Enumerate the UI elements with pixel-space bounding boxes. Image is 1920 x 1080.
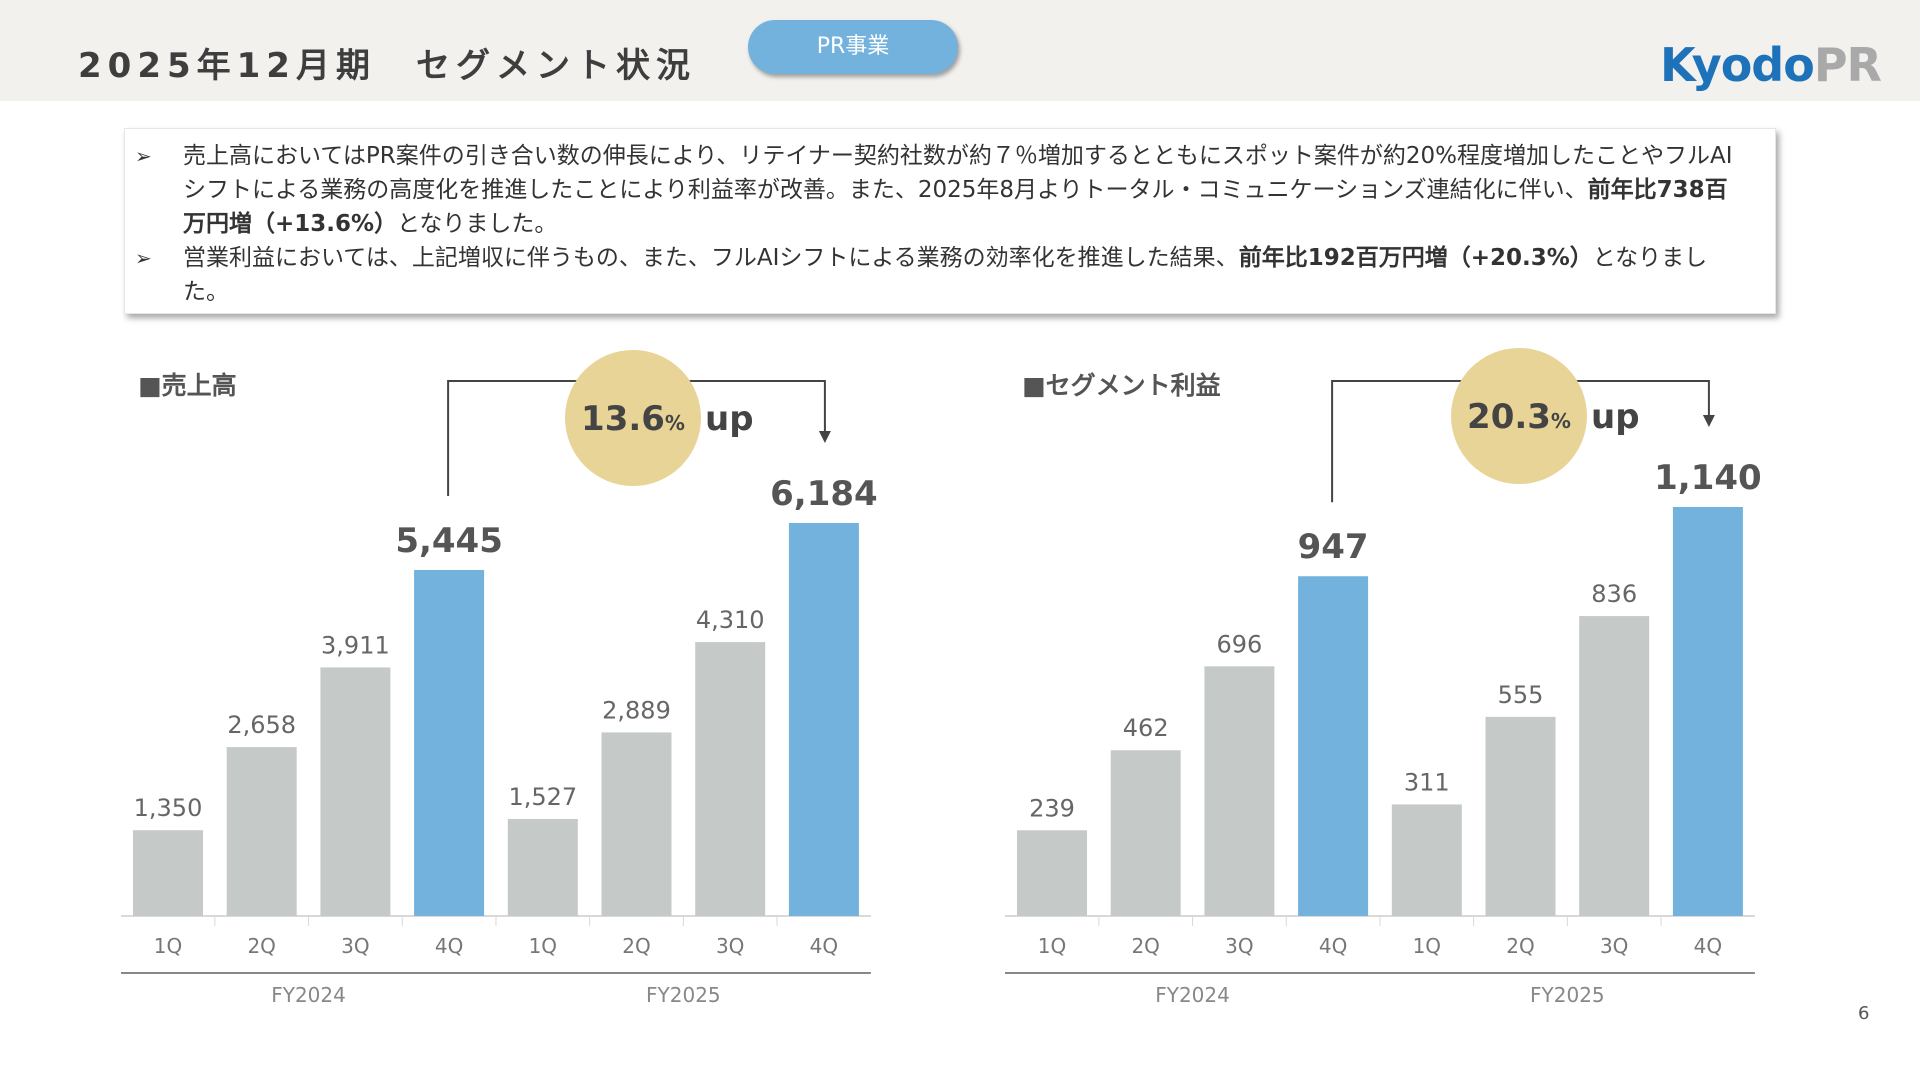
growth-rate-value: 20.3 (1467, 397, 1551, 437)
x-tick-label: 3Q (1225, 934, 1253, 958)
bar-2q-fy2024 (1110, 750, 1181, 916)
bar-value-label: 6,184 (770, 474, 878, 514)
growth-rate-label: 13.6% (581, 399, 685, 439)
growth-up-label: up (1591, 397, 1640, 437)
bar-1q-fy2024 (1017, 830, 1087, 916)
bar-4q-fy2024 (414, 569, 485, 916)
bullet-arrow-icon: ➢ (135, 246, 152, 270)
bar-value-label: 239 (1029, 794, 1075, 822)
bar-1q-fy2025 (507, 818, 578, 916)
group-label-fy2025: FY2025 (646, 983, 721, 1007)
logo-kyodo-text: Kyodo (1660, 38, 1815, 92)
growth-arrow-icon (818, 431, 831, 443)
bar-value-label: 5,445 (395, 521, 503, 561)
bar-value-label: 1,350 (134, 794, 203, 822)
growth-rate-unit: % (665, 411, 685, 435)
x-tick-label: 2Q (622, 934, 650, 958)
bar-4q-fy2024 (1298, 576, 1369, 916)
x-tick-label: 3Q (716, 934, 744, 958)
bullet2-text: 営業利益においては、上記増収に伴うもの、また、フルAIシフトによる業務の効率化を… (183, 245, 1239, 271)
page-title: 2025年12月期 セグメント状況 (78, 46, 696, 86)
page-number: 6 (1858, 1003, 1870, 1024)
growth-up-label: up (705, 399, 754, 439)
bar-value-label: 947 (1298, 527, 1369, 567)
bar-4q-fy2025 (788, 523, 859, 916)
x-tick-label: 4Q (1694, 934, 1722, 958)
bar-value-label: 1,140 (1654, 458, 1762, 498)
segment-pill: PR事業 (748, 20, 958, 74)
bar-value-label: 555 (1498, 681, 1544, 709)
bar-2q-fy2025 (601, 732, 672, 916)
bar-2q-fy2025 (1485, 716, 1556, 916)
growth-rate-value: 13.6 (581, 399, 665, 439)
x-tick-label: 1Q (1413, 934, 1441, 958)
bar-3q-fy2024 (1204, 666, 1275, 916)
bar-3q-fy2025 (1579, 616, 1650, 916)
growth-arrow-icon (1702, 415, 1715, 427)
bar-1q-fy2024 (133, 830, 203, 916)
bar-value-label: 3,911 (321, 631, 390, 659)
profit-chart-title: ■セグメント利益 (1022, 371, 1221, 400)
x-tick-label: 3Q (1600, 934, 1628, 958)
bar-value-label: 4,310 (696, 606, 765, 634)
x-tick-label: 4Q (1319, 934, 1347, 958)
bullet1-text: 売上高においてはPR案件の引き合い数の伸長により、リテイナー契約社数が約７％増加… (183, 143, 1733, 203)
x-tick-label: 3Q (341, 934, 369, 958)
bullet-arrow-icon: ➢ (135, 144, 152, 168)
growth-rate-label: 20.3% (1467, 397, 1571, 437)
x-tick-label: 2Q (1506, 934, 1534, 958)
bar-4q-fy2025 (1672, 507, 1743, 916)
group-label-fy2025: FY2025 (1530, 983, 1605, 1007)
sales-chart-title: ■売上高 (138, 371, 237, 400)
bar-value-label: 2,889 (602, 696, 671, 724)
bullet1-bold-text: 前年比738百万円増（+13.6%） (183, 177, 1728, 237)
bar-value-label: 696 (1216, 630, 1262, 658)
x-tick-label: 2Q (247, 934, 275, 958)
group-label-fy2024: FY2024 (1155, 983, 1230, 1007)
bar-3q-fy2024 (320, 667, 391, 916)
bullet2-end-text: となりました。 (183, 245, 1708, 305)
x-tick-label: 1Q (529, 934, 557, 958)
bar-value-label: 2,658 (227, 711, 296, 739)
bullet2-bold-text: 前年比192百万円増（+20.3%） (1238, 245, 1593, 271)
x-tick-label: 4Q (810, 934, 838, 958)
header-bar (0, 0, 1920, 101)
growth-circle (1451, 348, 1587, 484)
growth-rate-unit: % (1551, 409, 1571, 433)
bar-2q-fy2024 (226, 747, 297, 916)
bar-value-label: 462 (1123, 714, 1169, 742)
bullet1-end-text: となりました。 (397, 211, 558, 237)
growth-circle (565, 350, 701, 486)
bar-value-label: 311 (1404, 768, 1450, 796)
bar-value-label: 836 (1591, 580, 1637, 608)
kyodo-pr-logo: KyodoPR (1660, 38, 1882, 92)
x-tick-label: 1Q (1038, 934, 1066, 958)
bar-3q-fy2025 (695, 642, 766, 916)
x-tick-label: 4Q (435, 934, 463, 958)
group-label-fy2024: FY2024 (271, 983, 346, 1007)
x-tick-label: 1Q (154, 934, 182, 958)
summary-box: ➢ 売上高においてはPR案件の引き合い数の伸長により、リテイナー契約社数が約７％… (124, 128, 1776, 314)
bar-value-label: 1,527 (508, 783, 577, 811)
logo-pr-text: PR (1813, 38, 1882, 92)
bar-1q-fy2025 (1391, 804, 1462, 916)
x-tick-label: 2Q (1131, 934, 1159, 958)
